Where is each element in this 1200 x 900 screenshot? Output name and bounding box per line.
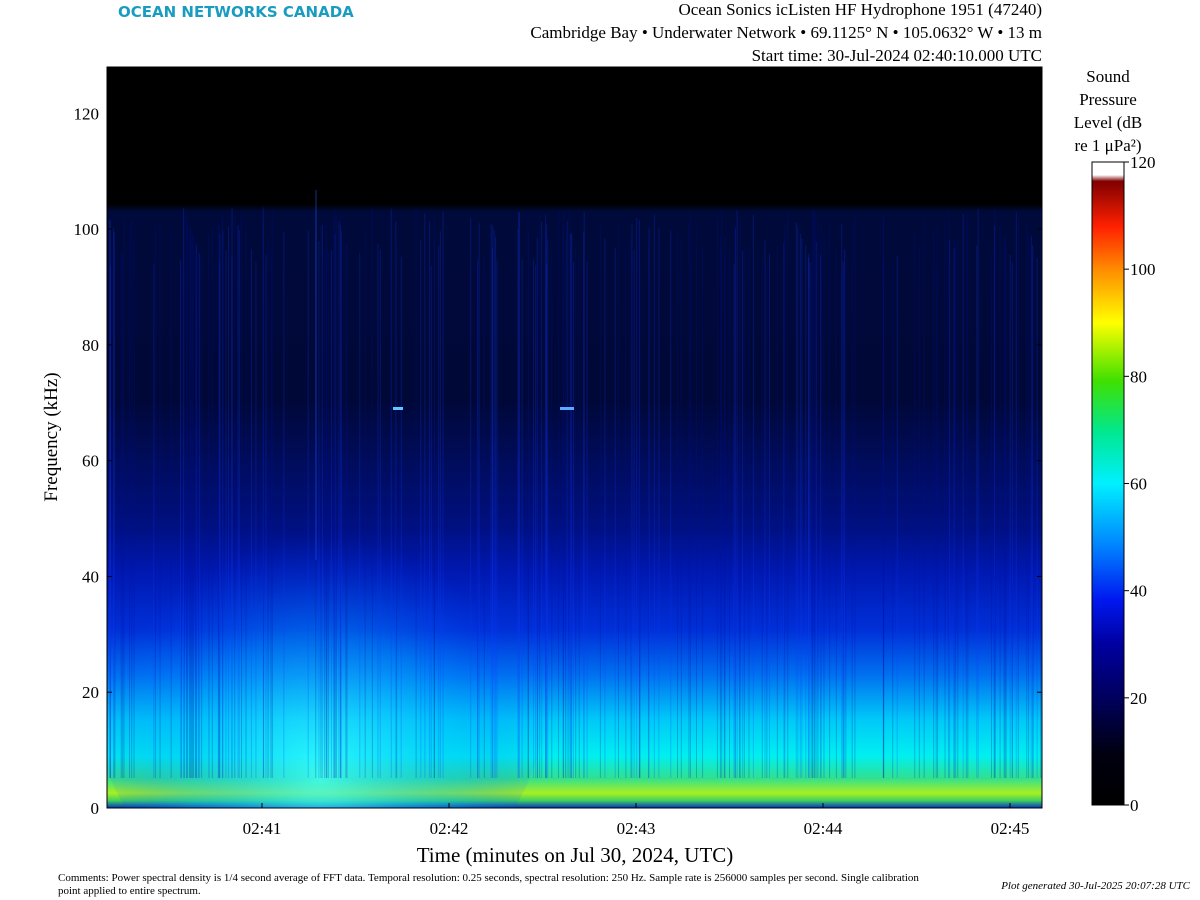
y-tick-label: 40 [82, 567, 99, 586]
start-time: Start time: 30-Jul-2024 02:40:10.000 UTC [752, 46, 1042, 65]
colorbar-tick-label: 120 [1130, 153, 1156, 172]
y-tick-label: 80 [82, 336, 99, 355]
chart-title: Ocean Sonics icListen HF Hydrophone 1951… [678, 0, 1042, 19]
y-tick-label: 20 [82, 683, 99, 702]
colorbar-tick-label: 20 [1130, 689, 1147, 708]
x-tick-label: 02:42 [430, 819, 469, 838]
noise-bump [107, 440, 550, 808]
colorbar-label: Sound [1086, 67, 1130, 86]
y-tick-label: 120 [74, 104, 100, 123]
generated-note: Plot generated 30-Jul-2025 20:07:28 UTC [1001, 880, 1190, 892]
colorbar-label: Pressure [1079, 90, 1137, 109]
y-tick-label: 60 [82, 452, 99, 471]
colorbar-tick-label: 40 [1130, 582, 1147, 601]
stripes [107, 190, 1042, 778]
y-axis-label: Frequency (kHz) [41, 372, 62, 501]
brand-logo: OCEAN NETWORKS CANADA [118, 3, 354, 21]
x-tick-label: 02:41 [243, 819, 282, 838]
x-tick-label: 02:45 [991, 819, 1030, 838]
colorbar-tick-label: 80 [1130, 367, 1147, 386]
comments: Comments: Power spectral density is 1/4 … [58, 872, 919, 897]
x-tick-label: 02:44 [804, 819, 843, 838]
tone [393, 407, 403, 410]
spectrogram [107, 67, 1042, 808]
colorbar-label: Level (dB [1074, 113, 1142, 132]
colorbar-label: re 1 μPa²) [1074, 136, 1141, 155]
chart-subtitle: Cambridge Bay • Underwater Network • 69.… [530, 23, 1042, 42]
plot-frame [106, 66, 1043, 809]
colorbar [1091, 161, 1125, 806]
tone [560, 407, 574, 410]
colorbar-tick-label: 0 [1130, 796, 1139, 815]
x-axis-label: Time (minutes on Jul 30, 2024, UTC) [417, 843, 734, 867]
y-tick-label: 0 [91, 799, 100, 818]
colorbar-tick-label: 100 [1130, 260, 1156, 279]
x-tick-label: 02:43 [617, 819, 656, 838]
y-tick-label: 100 [74, 220, 100, 239]
colorbar-tick-label: 60 [1130, 475, 1147, 494]
